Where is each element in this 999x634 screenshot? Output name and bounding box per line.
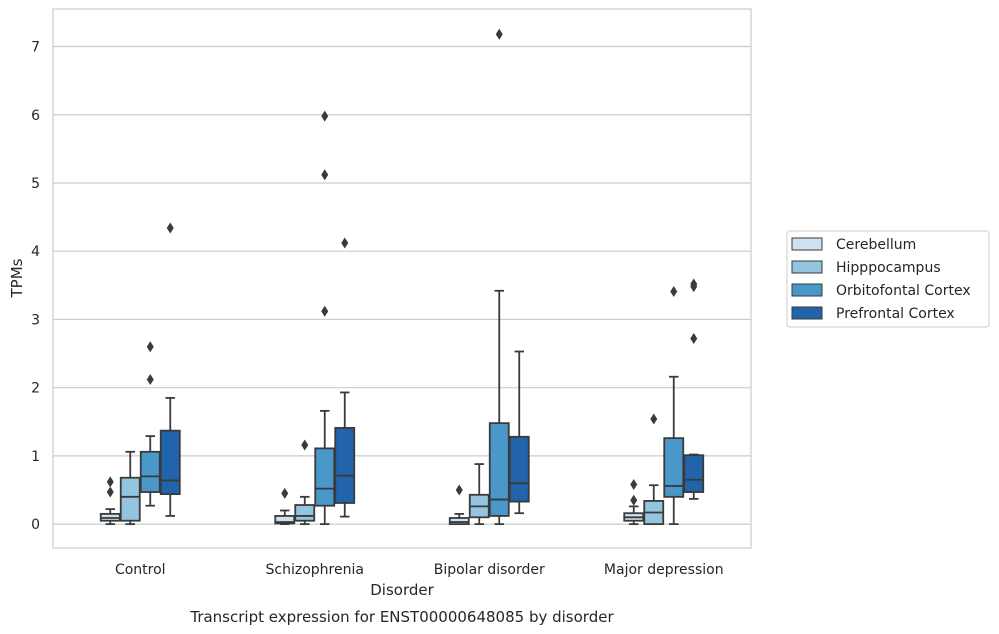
box-cerebellum	[623, 479, 645, 526]
box-orbitofontal-cortex	[663, 285, 685, 526]
outlier-point	[321, 305, 329, 317]
box-orbitofontal-cortex	[314, 110, 336, 526]
outlier-point	[690, 278, 698, 290]
legend: Cerebellum Hipppocampus Orbitofontal Corte…	[786, 230, 990, 328]
y-tick-label: 1	[31, 449, 40, 465]
outlier-point	[630, 494, 638, 506]
x-tick-label: Major depression	[604, 562, 724, 578]
box-orbitofontal-cortex	[139, 341, 161, 507]
outlier-point	[146, 341, 154, 353]
outlier-point	[106, 486, 114, 498]
box-body	[314, 447, 336, 507]
y-tick-label: 6	[31, 108, 40, 124]
y-tick-label: 5	[31, 176, 40, 192]
legend-swatch	[791, 260, 823, 274]
y-axis-title: TPMs	[8, 258, 26, 298]
box-body	[334, 427, 356, 504]
outlier-point	[321, 169, 329, 181]
y-tick-label: 3	[31, 312, 40, 328]
box-hipppocampus	[294, 439, 316, 526]
outlier-point	[670, 285, 678, 297]
x-tick-label: Bipolar disorder	[434, 562, 545, 578]
box-body	[274, 515, 296, 525]
box-orbitofontal-cortex	[488, 28, 510, 526]
box-groups	[99, 28, 705, 526]
x-tick-labels: Control Schizophrenia Bipolar disorder Majo…	[115, 562, 724, 578]
box-cerebellum	[274, 487, 296, 526]
outlier-point	[495, 28, 503, 40]
box-prefrontal-cortex	[683, 278, 705, 500]
outlier-point	[281, 487, 289, 499]
box-prefrontal-cortex	[508, 350, 530, 515]
plot-frame	[52, 8, 752, 549]
box-prefrontal-cortex	[159, 222, 181, 517]
y-tick-label: 7	[31, 40, 40, 56]
legend-label: Hipppocampus	[836, 260, 941, 276]
box-body	[508, 435, 530, 503]
outlier-point	[301, 439, 309, 451]
box-body	[294, 504, 316, 522]
outlier-point	[455, 484, 463, 496]
y-tick-label: 2	[31, 381, 40, 397]
box-body	[663, 437, 685, 498]
outlier-point	[146, 373, 154, 385]
box-cerebellum	[448, 484, 470, 526]
legend-swatch	[791, 283, 823, 297]
legend-frame	[786, 230, 990, 328]
outlier-point	[166, 222, 174, 234]
box-body	[159, 429, 181, 496]
box-hipppocampus	[643, 413, 665, 526]
legend-swatch	[791, 306, 823, 320]
outlier-point	[341, 237, 349, 249]
y-tick-labels: 0 1 2 3 4 5 6 7	[31, 40, 40, 534]
outlier-point	[321, 110, 329, 122]
outlier-point	[106, 476, 114, 488]
outlier-point	[630, 479, 638, 491]
chart-title: Transcript expression for ENST0000064808…	[189, 608, 614, 626]
legend-swatch	[791, 237, 823, 251]
box-hipppocampus	[119, 450, 141, 526]
box-body	[488, 422, 510, 517]
box-body	[119, 476, 141, 522]
x-tick-label: Schizophrenia	[266, 562, 364, 578]
box-hipppocampus	[468, 463, 490, 526]
outlier-point	[690, 333, 698, 345]
outlier-point	[650, 413, 658, 425]
box-cerebellum	[99, 476, 121, 526]
y-tick-label: 4	[31, 244, 40, 260]
legend-label: Prefrontal Cortex	[836, 306, 955, 322]
x-axis-title: Disorder	[370, 581, 434, 599]
box-prefrontal-cortex	[334, 237, 356, 518]
y-tick-label: 0	[31, 517, 40, 533]
legend-label: Orbitofontal Cortex	[836, 283, 971, 299]
box-body	[448, 517, 470, 526]
box-body	[683, 454, 705, 493]
legend-label: Cerebellum	[836, 237, 916, 253]
box-body	[139, 450, 161, 493]
x-tick-label: Control	[115, 562, 166, 578]
